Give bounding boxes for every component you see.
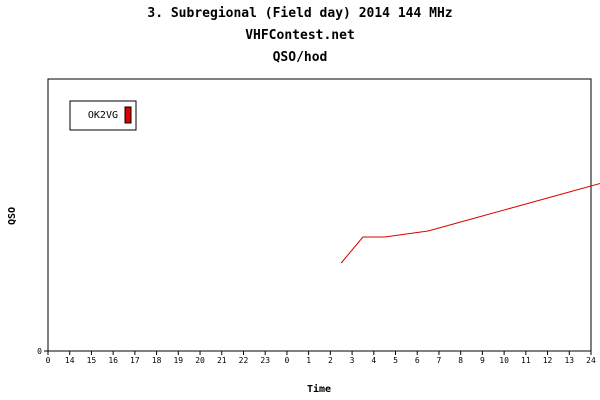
x-axis-title: Time xyxy=(307,383,331,395)
x-tick-label: 15 xyxy=(87,356,97,365)
x-tick-label: 11 xyxy=(521,356,531,365)
x-tick-label: 22 xyxy=(239,356,249,365)
x-tick-label: 7 xyxy=(437,356,442,365)
plot-area-frame xyxy=(47,78,592,352)
x-tick-label: 2 xyxy=(328,356,333,365)
chart-subtitle: VHFContest.net xyxy=(245,28,355,43)
x-tick-label: 10 xyxy=(499,356,509,365)
x-tick-label: 14 xyxy=(65,356,75,365)
chart-title: 3. Subregional (Field day) 2014 144 MHz xyxy=(147,6,453,21)
x-tick-label: 18 xyxy=(152,356,162,365)
y-axis-title: QSO xyxy=(7,207,18,225)
x-tick-label: 13 xyxy=(564,356,574,365)
chart-unit-title: QSO/hod xyxy=(272,50,328,65)
x-tick-label: 23 xyxy=(260,356,270,365)
legend-label-series-0: OK2VG xyxy=(88,110,118,121)
x-tick-label: 16 xyxy=(108,356,118,365)
x-tick-label: 0 xyxy=(46,356,51,365)
x-tick-label: 0 xyxy=(285,356,290,365)
x-tick-label: 20 xyxy=(195,356,205,365)
y-tick-label: 0 xyxy=(37,347,42,356)
x-tick-label: 9 xyxy=(480,356,485,365)
x-tick-label: 6 xyxy=(415,356,420,365)
x-tick-label: 17 xyxy=(130,356,140,365)
x-tick-label: 1 xyxy=(306,356,311,365)
x-tick-label: 12 xyxy=(543,356,553,365)
x-tick-label: 19 xyxy=(173,356,183,365)
series-line-0 xyxy=(340,183,600,264)
legend: OK2VG xyxy=(69,100,137,131)
x-tick-label: 4 xyxy=(371,356,376,365)
x-tick-label: 8 xyxy=(458,356,463,365)
x-tick-label: 21 xyxy=(217,356,227,365)
x-tick-label: 5 xyxy=(393,356,398,365)
x-tick-label: 24 xyxy=(586,356,596,365)
x-tick-label: 3 xyxy=(350,356,355,365)
legend-swatch-series-0 xyxy=(124,106,132,124)
